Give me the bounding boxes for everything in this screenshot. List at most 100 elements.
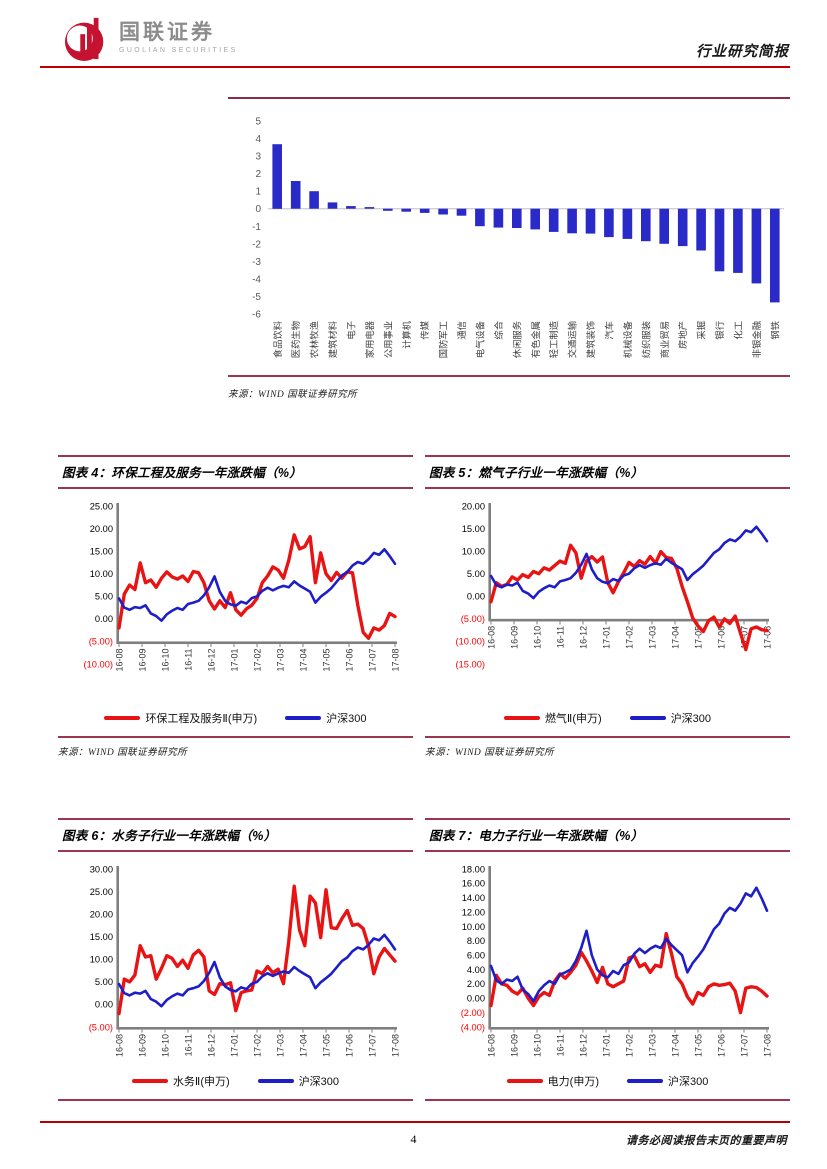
svg-text:17-05: 17-05 xyxy=(693,1034,703,1057)
legend-label: 沪深300 xyxy=(667,1076,709,1088)
figure-row-1: 图表 4：环保工程及服务一年涨跌幅（%） 25.00 20.00 15.00 10.0… xyxy=(58,455,790,758)
svg-text:15.00: 15.00 xyxy=(89,932,112,942)
figure-5-chart: 20.00 15.00 10.00 5.00 0.00 (5.00) (10.00) (15.… xyxy=(425,489,790,707)
svg-text:17-08: 17-08 xyxy=(390,648,400,671)
svg-text:16-08: 16-08 xyxy=(114,648,124,671)
svg-text:15.00: 15.00 xyxy=(461,524,484,534)
figure-6-box: 图表 6：水务子行业一年涨跌幅（%） 30.00 25.00 20.00 15.00 1… xyxy=(58,818,413,1101)
source-note: 来源：WIND 国联证券研究所 xyxy=(425,748,555,758)
svg-text:5.00: 5.00 xyxy=(466,569,484,579)
svg-text:17-04: 17-04 xyxy=(298,1034,308,1057)
svg-text:17-07: 17-07 xyxy=(739,626,749,649)
svg-text:-1: -1 xyxy=(252,222,261,233)
svg-text:-3: -3 xyxy=(252,257,261,268)
svg-text:16-10: 16-10 xyxy=(532,1034,542,1057)
figure-6-chart: 30.00 25.00 20.00 15.00 10.00 5.00 0.00 (5.00) 1… xyxy=(58,852,413,1070)
svg-text:17-02: 17-02 xyxy=(624,1034,634,1057)
svg-text:5: 5 xyxy=(255,117,261,128)
svg-text:(2.00): (2.00) xyxy=(460,1008,484,1018)
svg-text:电气设备: 电气设备 xyxy=(475,320,486,358)
svg-text:16-12: 16-12 xyxy=(206,1034,216,1057)
svg-text:17-06: 17-06 xyxy=(344,1034,354,1057)
svg-text:16-11: 16-11 xyxy=(555,1034,565,1056)
svg-text:18.00: 18.00 xyxy=(461,864,484,874)
figure-4-box: 图表 4：环保工程及服务一年涨跌幅（%） 25.00 20.00 15.00 10.0… xyxy=(58,455,413,738)
svg-text:16-11: 16-11 xyxy=(555,626,565,648)
figure-5-title-row: 图表 5：燃气子行业一年涨跌幅（%） xyxy=(425,457,790,489)
svg-text:(15.00): (15.00) xyxy=(455,659,484,669)
figure-5-box: 图表 5：燃气子行业一年涨跌幅（%） 20.00 15.00 10.00 5.00 0.… xyxy=(425,455,790,738)
figure-7-column: 图表 7：电力子行业一年涨跌幅（%） 18.00 16.00 14.00 12.00 1… xyxy=(425,818,790,1101)
footer-disclaimer: 请务必阅读报告末页的重要声明 xyxy=(626,1135,787,1147)
figure-4-legend: 环保工程及服务Ⅱ(申万) 沪深300 xyxy=(58,707,413,738)
svg-text:2: 2 xyxy=(255,169,261,180)
legend-label: 水务Ⅱ(申万) xyxy=(172,1076,230,1088)
legend-swatch xyxy=(257,1079,294,1083)
svg-text:30.00: 30.00 xyxy=(89,864,112,874)
figure-4-title-row: 图表 4：环保工程及服务一年涨跌幅（%） xyxy=(58,457,413,489)
svg-text:17-03: 17-03 xyxy=(647,626,657,649)
figure-7-box: 图表 7：电力子行业一年涨跌幅（%） 18.00 16.00 14.00 12.00 1… xyxy=(425,818,790,1101)
svg-text:15.00: 15.00 xyxy=(89,546,112,556)
legend-item: 沪深300 xyxy=(626,1073,709,1089)
svg-text:公用事业: 公用事业 xyxy=(382,321,393,358)
legend-label: 燃气Ⅱ(申万) xyxy=(544,713,602,725)
svg-text:5.00: 5.00 xyxy=(94,977,112,987)
figure-7-title: 图表 7：电力子行业一年涨跌幅（%） xyxy=(429,829,644,843)
figure-4-chart: 25.00 20.00 15.00 10.00 5.00 0.00 (5.00) (10.00… xyxy=(58,489,413,707)
figure-row-2: 图表 6：水务子行业一年涨跌幅（%） 30.00 25.00 20.00 15.00 1… xyxy=(58,818,790,1101)
source-note: 来源：WIND 国联证券研究所 xyxy=(58,748,188,758)
svg-text:0.00: 0.00 xyxy=(466,994,484,1004)
svg-text:(4.00): (4.00) xyxy=(460,1022,484,1032)
svg-text:综合: 综合 xyxy=(493,321,504,340)
svg-text:17-05: 17-05 xyxy=(321,1034,331,1057)
industry-performance-bar-chart: 5 4 3 2 1 0 -1 -2 -3 -4 -5 -6 食品饮料 医药生物 农林牧渔 建筑材料 电子 家用电器… xyxy=(228,99,790,375)
svg-text:17-07: 17-07 xyxy=(367,648,377,671)
svg-text:8.00: 8.00 xyxy=(466,936,484,946)
figure-4-column: 图表 4：环保工程及服务一年涨跌幅（%） 25.00 20.00 15.00 10.0… xyxy=(58,455,413,758)
svg-text:0.00: 0.00 xyxy=(94,1000,112,1010)
legend-item: 电力(申万) xyxy=(506,1073,599,1089)
legend-swatch xyxy=(131,1079,168,1083)
figure-6-legend: 水务Ⅱ(申万) 沪深300 xyxy=(58,1070,413,1101)
brand-text: 国联证券 GUOLIAN SECURITIES xyxy=(119,22,238,54)
legend-swatch xyxy=(104,716,141,720)
legend-swatch xyxy=(629,716,666,720)
svg-text:17-05: 17-05 xyxy=(321,648,331,671)
svg-text:17-07: 17-07 xyxy=(367,1034,377,1057)
figure-5-legend: 燃气Ⅱ(申万) 沪深300 xyxy=(425,707,790,738)
svg-text:(10.00): (10.00) xyxy=(455,637,484,647)
legend-item: 沪深300 xyxy=(629,710,711,726)
figure-6-title-row: 图表 6：水务子行业一年涨跌幅（%） xyxy=(58,820,413,852)
svg-text:17-03: 17-03 xyxy=(647,1034,657,1057)
figure-7-chart: 18.00 16.00 14.00 12.00 10.00 8.00 6.00 4.00 2.0… xyxy=(425,852,790,1070)
svg-text:17-03: 17-03 xyxy=(275,648,285,671)
svg-text:17-01: 17-01 xyxy=(601,626,611,649)
svg-text:5.00: 5.00 xyxy=(94,592,112,602)
svg-text:传媒: 传媒 xyxy=(419,320,430,339)
svg-text:1: 1 xyxy=(255,187,261,198)
svg-text:17-02: 17-02 xyxy=(624,626,634,649)
page-number: 4 xyxy=(410,1132,417,1146)
legend-item: 水务Ⅱ(申万) xyxy=(131,1073,230,1089)
figure-4-title: 图表 4：环保工程及服务一年涨跌幅（%） xyxy=(62,466,303,480)
figure-5-column: 图表 5：燃气子行业一年涨跌幅（%） 20.00 15.00 10.00 5.00 0.… xyxy=(425,455,790,758)
svg-text:有色金属: 有色金属 xyxy=(530,321,541,358)
svg-text:计算机: 计算机 xyxy=(401,320,412,349)
svg-text:16-11: 16-11 xyxy=(183,1034,193,1056)
svg-text:20.00: 20.00 xyxy=(89,524,112,534)
svg-text:17-01: 17-01 xyxy=(601,1034,611,1057)
svg-text:(5.00): (5.00) xyxy=(460,614,484,624)
svg-text:17-06: 17-06 xyxy=(716,626,726,649)
figure-6-column: 图表 6：水务子行业一年涨跌幅（%） 30.00 25.00 20.00 15.00 1… xyxy=(58,818,413,1101)
brand-logo: 国联证券 GUOLIAN SECURITIES xyxy=(64,13,238,63)
svg-text:3: 3 xyxy=(255,152,261,163)
bar-chart-top-border xyxy=(228,97,790,99)
svg-text:房地产: 房地产 xyxy=(677,321,688,349)
svg-text:采掘: 采掘 xyxy=(696,321,707,340)
svg-text:家用电器: 家用电器 xyxy=(364,320,375,358)
svg-text:-5: -5 xyxy=(252,292,261,303)
guolian-logo-icon xyxy=(64,17,104,61)
svg-text:16-10: 16-10 xyxy=(160,648,170,671)
svg-text:16-09: 16-09 xyxy=(509,1034,519,1057)
